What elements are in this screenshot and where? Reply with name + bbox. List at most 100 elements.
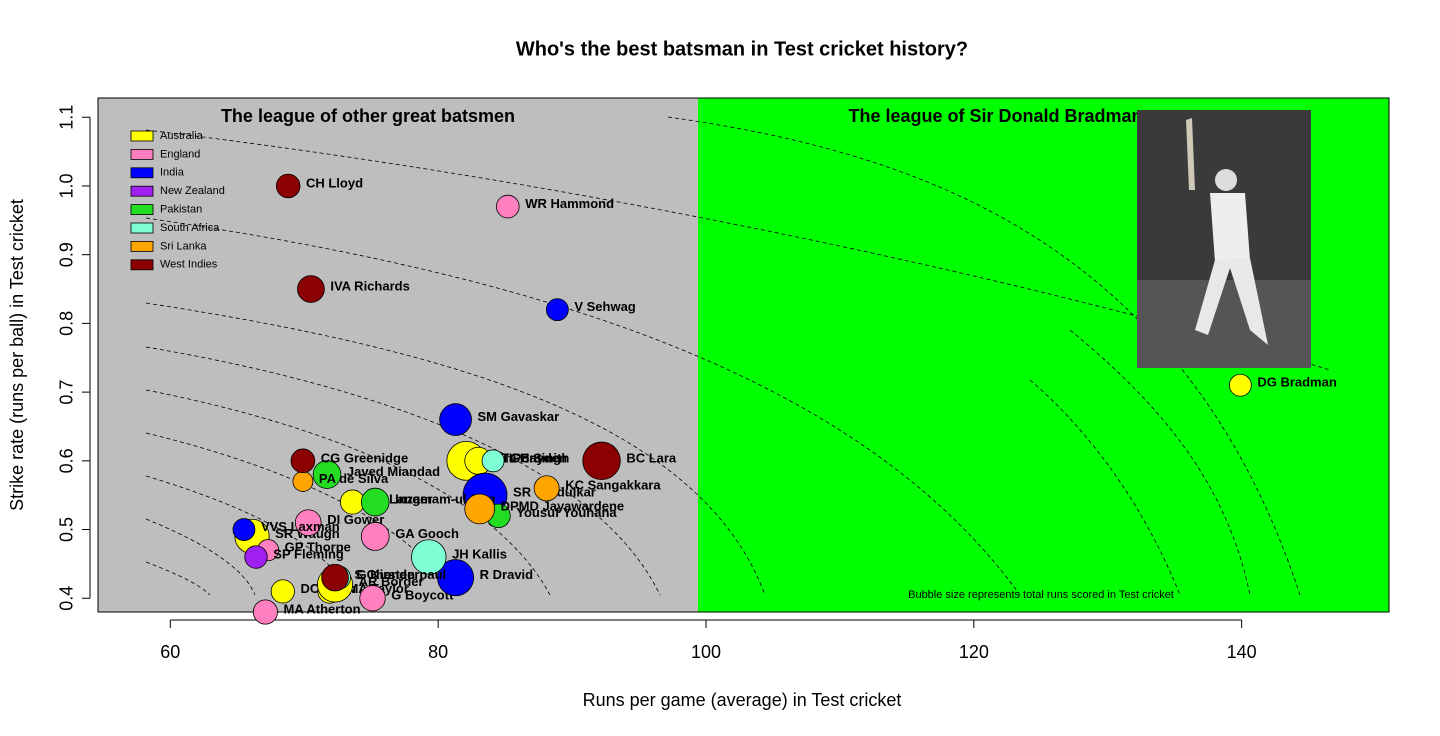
legend-label: Pakistan <box>160 204 202 216</box>
x-tick-label: 100 <box>691 642 721 662</box>
region-title: The league of Sir Donald Bradman <box>848 106 1142 126</box>
bubble <box>481 449 505 473</box>
bubble-label: GA Gooch <box>395 526 459 541</box>
y-tick-label: 1.1 <box>57 105 77 130</box>
bubble-label: GC Smith <box>510 450 569 465</box>
bubble <box>275 173 301 199</box>
contour <box>145 302 766 596</box>
bubble-label: GP Thorpe <box>285 540 351 555</box>
legend-label: South Africa <box>160 222 220 234</box>
bubble <box>252 599 278 625</box>
annotation: Bubble size represents total runs scored… <box>908 589 1174 601</box>
bubble-label: Yousuf Youhana <box>516 505 617 520</box>
y-tick-label: 0.4 <box>57 586 77 611</box>
bubble-label: R Dravid <box>480 567 534 582</box>
bubble-label: BC Lara <box>626 450 677 465</box>
legend-label: New Zealand <box>160 185 225 197</box>
x-tick-label: 120 <box>959 642 989 662</box>
y-tick-label: 1.0 <box>57 173 77 198</box>
bubble-label: WR Hammond <box>525 196 614 211</box>
y-tick-label: 0.7 <box>57 380 77 405</box>
bubble-label: MA Atherton <box>284 601 361 616</box>
bubble-label: ML Hayden <box>498 450 567 465</box>
legend-swatch <box>130 148 154 160</box>
bubble <box>464 493 496 525</box>
legend-label: England <box>160 148 200 160</box>
bubble <box>270 579 295 604</box>
bubble <box>321 563 349 592</box>
region <box>98 98 698 612</box>
legend-swatch <box>130 167 154 179</box>
contour <box>1029 379 1181 596</box>
bubble <box>232 518 256 541</box>
contour <box>1069 329 1251 596</box>
bubble <box>439 403 472 436</box>
bubble-label: DG Bradman <box>1257 375 1337 390</box>
y-tick-label: 0.6 <box>57 448 77 473</box>
bubble <box>437 559 475 597</box>
plot-frame <box>97 97 1390 613</box>
contour <box>145 518 256 596</box>
legend-label: India <box>160 167 185 179</box>
contour <box>145 561 211 596</box>
legend-label: Australia <box>160 130 204 142</box>
bubble-label: CG Greenidge <box>321 450 408 465</box>
bubble <box>297 275 325 303</box>
bubble <box>339 489 365 515</box>
bubble <box>312 460 342 489</box>
bubble <box>244 545 268 569</box>
bubble <box>1228 373 1252 397</box>
bubble <box>360 487 390 517</box>
legend-swatch <box>130 240 154 252</box>
legend-swatch <box>130 259 154 271</box>
bubble-label: IVA Richards <box>330 278 409 293</box>
bubble-label: VVS Laxman <box>261 519 340 534</box>
bubble-label: S Chanderpaul <box>354 567 446 582</box>
bubble-label: AR Border <box>359 574 424 589</box>
contour <box>145 475 351 596</box>
bubble-label: KC Sangakkara <box>565 478 661 493</box>
y-axis-label: Strike rate (runs per ball) in Test cric… <box>7 199 27 511</box>
legend-label: Sri Lanka <box>160 240 207 252</box>
y-tick-label: 0.8 <box>57 311 77 336</box>
bubble-label: DPMD Jayawardene <box>501 498 625 513</box>
legend-label: West Indies <box>160 259 218 271</box>
bubble <box>582 441 621 481</box>
bubble <box>359 585 386 612</box>
contour <box>145 217 1021 596</box>
bubble-label: RT Ponting <box>492 450 561 465</box>
bubble-label: Javed Miandad <box>347 464 440 479</box>
bubble-label: SM Gavaskar <box>477 409 559 424</box>
x-axis-label: Runs per game (average) in Test cricket <box>583 690 902 710</box>
x-tick-label: 60 <box>160 642 180 662</box>
bubble-label: JH Kallis <box>452 546 507 561</box>
x-tick-label: 80 <box>428 642 448 662</box>
bubble-label: V Sehwag <box>574 299 635 314</box>
bubble <box>292 471 314 492</box>
bubble-label: CH Lloyd <box>306 175 363 190</box>
bubble-label: SP Fleming <box>273 546 344 561</box>
legend: Australia England India New Zealand Pakistan… <box>130 130 225 271</box>
bubble-label: PA de Silva <box>319 471 389 486</box>
legend-swatch <box>130 204 154 216</box>
contour <box>667 116 1301 596</box>
bubble <box>545 298 569 322</box>
bubble <box>533 475 560 502</box>
y-tick-label: 0.5 <box>57 517 77 542</box>
bubble <box>496 194 520 219</box>
bubble <box>411 539 447 575</box>
legend-swatch <box>130 130 154 142</box>
chart-title: Who's the best batsman in Test cricket h… <box>516 38 968 60</box>
bubble <box>294 509 322 537</box>
region-title: The league of other great batsmen <box>221 106 515 126</box>
x-tick-label: 140 <box>1227 642 1257 662</box>
photo <box>1137 110 1311 368</box>
regions: The league of other great batsmen The lea… <box>98 98 1389 612</box>
contour <box>145 346 661 596</box>
bubble-label: G Kirsten <box>357 567 416 582</box>
bubble <box>360 522 390 551</box>
contour <box>145 389 551 596</box>
legend-swatch <box>130 185 154 197</box>
